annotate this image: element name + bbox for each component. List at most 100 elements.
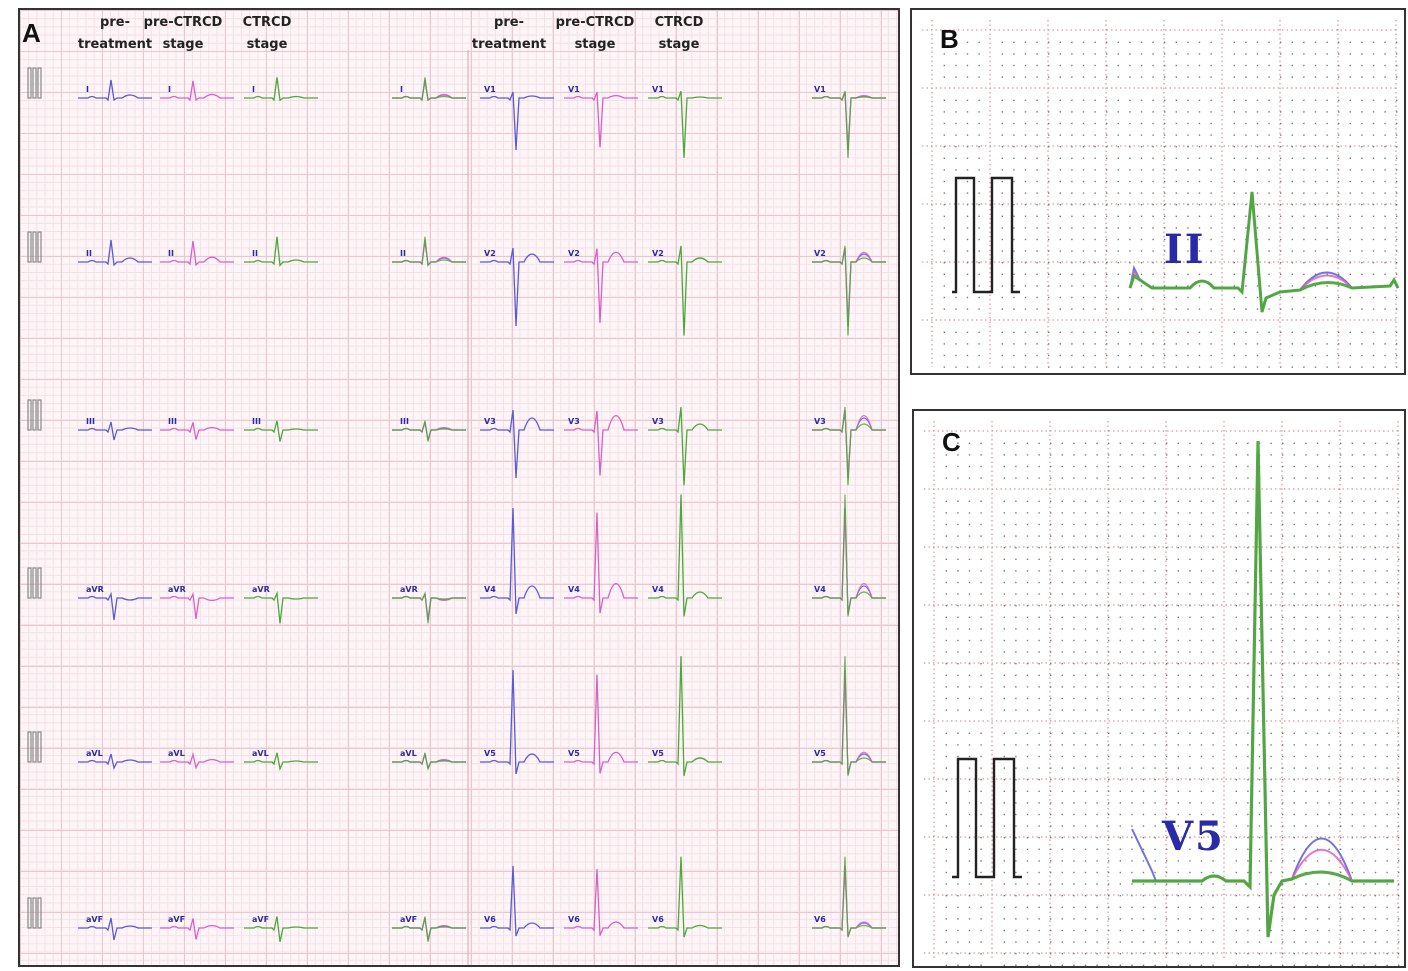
trace-V3-pre_ctrcd [564, 410, 638, 476]
lead-label-aVR: aVR [86, 585, 104, 594]
panel-b-lead-label: II [1164, 226, 1206, 273]
lead-label-overlay-III: III [400, 417, 409, 426]
panel-a-ecg-grid: A pre- treatment pre-CTRCD stage CTRCD s… [18, 8, 900, 967]
lead-label-aVL: aVL [252, 749, 269, 758]
column-header-pre-treatment-limb: pre- treatment [77, 15, 153, 52]
lead-label-II: II [168, 249, 174, 258]
lead-label-III: III [168, 417, 177, 426]
lead-label-V6: V6 [652, 915, 664, 924]
trace-aVR-pre_treatment [78, 591, 152, 621]
trace-V3-pre_treatment [480, 409, 554, 479]
calibration-pulse-row-5 [27, 731, 42, 763]
trace-V6-pre_treatment [480, 865, 554, 937]
trace-V3-ctrcd [648, 406, 722, 486]
lead-label-overlay-aVR: aVR [400, 585, 418, 594]
lead-label-V5: V5 [568, 749, 580, 758]
trace-aVF-ctrcd [244, 916, 318, 942]
trace-III-pre_ctrcd [160, 422, 234, 440]
trace-II-ctrcd [244, 236, 318, 268]
trace-III-pre_treatment [78, 421, 152, 441]
dotted-grid [922, 20, 1398, 368]
lead-label-V3: V3 [652, 417, 664, 426]
trace-V1-pre_treatment [480, 91, 554, 151]
calibration-pulse-row-6 [27, 897, 42, 929]
lead-label-overlay-I: I [400, 85, 403, 94]
trace-V4-ctrcd [648, 494, 722, 617]
trace-I-pre_ctrcd [160, 80, 234, 102]
trace-aVR-pre_ctrcd [160, 592, 234, 619]
lead-label-overlay-II: II [400, 249, 406, 258]
panel-c-lead-label: V5 [1162, 813, 1225, 860]
lead-label-overlay-aVF: aVF [400, 915, 417, 924]
column-header-pre-treatment-chest: pre- treatment [471, 15, 547, 52]
trace-V1-ctrcd [648, 90, 722, 158]
lead-label-II: II [252, 249, 258, 258]
panel-c-zoomed-lead: C V5 [912, 409, 1406, 968]
overlay-V2 [812, 245, 886, 336]
trace-V6-pre_ctrcd [564, 869, 638, 936]
lead-label-aVF: aVF [86, 915, 103, 924]
trace-aVF-pre_treatment [78, 917, 152, 941]
lead-label-V5: V5 [484, 749, 496, 758]
trace-V2-ctrcd [648, 245, 722, 336]
lead-label-V1: V1 [568, 85, 580, 94]
lead-label-V3: V3 [568, 417, 580, 426]
dotted-grid [924, 421, 1400, 966]
lead-label-V1: V1 [652, 85, 664, 94]
lead-label-V4: V4 [484, 585, 496, 594]
lead-label-V3: V3 [484, 417, 496, 426]
trace-V5-ctrcd [648, 656, 722, 776]
overlay-I [392, 77, 466, 102]
lead-label-aVR: aVR [252, 585, 270, 594]
trace-I-ctrcd [244, 77, 318, 102]
lead-label-overlay-V3: V3 [814, 417, 826, 426]
lead-label-aVF: aVF [168, 915, 185, 924]
trace-II-pre_ctrcd [160, 241, 234, 267]
calibration-pulse-c [952, 757, 1022, 879]
lead-label-III: III [252, 417, 261, 426]
panel-c-label: C [942, 427, 961, 457]
column-header-pre-ctrcd-chest: pre-CTRCD stage [555, 15, 635, 52]
lead-label-overlay-V6: V6 [814, 915, 826, 924]
overlay-III [392, 420, 466, 442]
panel-b-label: B [940, 24, 959, 54]
column-header-pre-ctrcd-limb: pre-CTRCD stage [143, 15, 223, 52]
column-header-ctrcd-chest: CTRCD stage [654, 15, 704, 52]
trace-aVL-ctrcd [244, 752, 318, 772]
lead-label-V5: V5 [652, 749, 664, 758]
lead-label-aVL: aVL [168, 749, 185, 758]
zoom-trace-II-ctrcd [1128, 191, 1400, 313]
lead-label-overlay-V1: V1 [814, 85, 826, 94]
trace-V5-pre_ctrcd [564, 674, 638, 774]
calibration-pulse-row-4 [27, 567, 42, 599]
lead-label-III: III [86, 417, 95, 426]
overlay-II [392, 236, 466, 267]
lead-label-II: II [86, 249, 92, 258]
overlay-aVL [392, 752, 466, 771]
overlay-aVR [392, 591, 466, 624]
lead-label-overlay-V2: V2 [814, 249, 826, 258]
panel-b-zoomed-lead: B II [910, 8, 1406, 375]
trace-V5-pre_treatment [480, 669, 554, 775]
trace-V2-pre_ctrcd [564, 248, 638, 323]
overlay-V3 [812, 406, 886, 486]
trace-II-pre_treatment [78, 239, 152, 267]
trace-V2-pre_treatment [480, 247, 554, 327]
lead-label-I: I [252, 85, 255, 94]
lead-label-aVR: aVR [168, 585, 186, 594]
trace-V4-pre_treatment [480, 507, 554, 615]
lead-label-V4: V4 [652, 585, 664, 594]
lead-label-V2: V2 [568, 249, 580, 258]
overlay-V4 [812, 494, 886, 617]
lead-label-overlay-V5: V5 [814, 749, 826, 758]
lead-label-overlay-aVL: aVL [400, 749, 417, 758]
trace-V6-ctrcd [648, 856, 722, 938]
lead-label-V6: V6 [484, 915, 496, 924]
trace-aVR-ctrcd [244, 590, 318, 624]
overlay-V5 [812, 656, 886, 776]
lead-label-V6: V6 [568, 915, 580, 924]
lead-label-aVF: aVF [252, 915, 269, 924]
lead-label-V2: V2 [652, 249, 664, 258]
calibration-pulse-row-1 [27, 67, 42, 99]
